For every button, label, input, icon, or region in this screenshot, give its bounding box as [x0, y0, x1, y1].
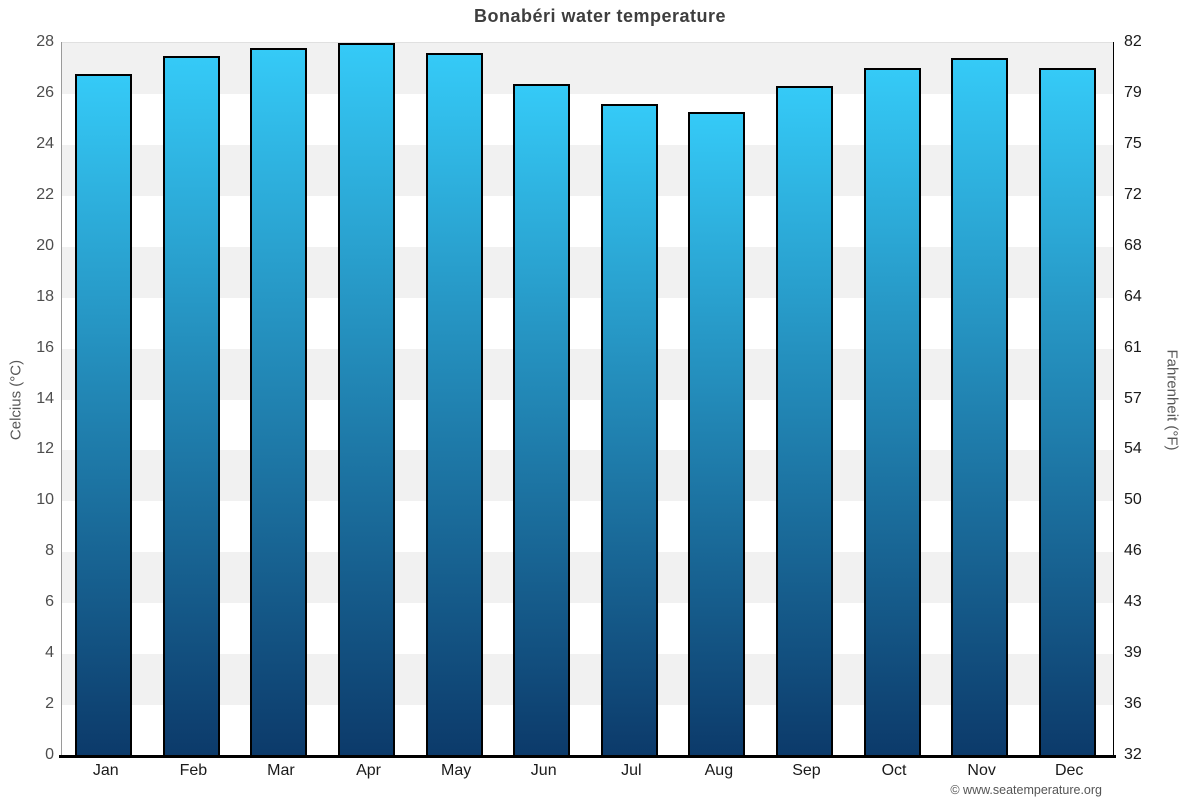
bar-feb — [162, 56, 220, 756]
month-label-aug: Aug — [704, 762, 734, 779]
month-label-sep: Sep — [792, 762, 821, 779]
fahrenheit-tick-label: 72 — [1124, 185, 1142, 203]
fahrenheit-tick-label: 39 — [1124, 644, 1142, 662]
celsius-tick-label: 18 — [36, 287, 54, 305]
month-label-apr: Apr — [356, 762, 381, 779]
x-axis-line — [59, 755, 1116, 758]
celsius-tick-label: 6 — [45, 593, 54, 611]
grid-band — [62, 705, 1113, 756]
bar-dec — [1038, 68, 1096, 756]
chart-title: Bonabéri water temperature — [473, 6, 727, 26]
celsius-tick-label: 0 — [45, 746, 54, 763]
grid-band — [62, 654, 1113, 706]
fahrenheit-tick-label: 32 — [1124, 746, 1142, 763]
grid-band — [62, 144, 1113, 196]
bar-nov — [951, 58, 1009, 756]
grid-band — [62, 348, 1113, 400]
grid-band — [62, 43, 1113, 94]
grid-band — [62, 195, 1113, 247]
bar-oct — [863, 68, 921, 756]
right-axis-title: Fahrenheit (°F) — [1163, 349, 1181, 451]
celsius-tick-label: 2 — [45, 695, 54, 713]
grid-band — [62, 93, 1113, 145]
fahrenheit-tick-label: 75 — [1124, 134, 1142, 152]
celsius-tick-label: 28 — [36, 33, 54, 50]
fahrenheit-tick-label: 82 — [1124, 33, 1142, 50]
copyright-notice: © www.seatemperature.org — [950, 783, 1102, 797]
fahrenheit-tick-label: 46 — [1124, 542, 1142, 560]
celsius-tick-label: 16 — [36, 338, 54, 356]
celsius-tick-label: 4 — [45, 644, 54, 662]
fahrenheit-tick-label: 68 — [1124, 236, 1142, 254]
fahrenheit-tick-label: 57 — [1124, 389, 1142, 407]
month-label-jun: Jun — [530, 762, 557, 779]
grid-band — [62, 399, 1113, 451]
plot-area — [62, 42, 1113, 756]
fahrenheit-tick-label: 61 — [1124, 338, 1142, 356]
celsius-tick-label: 24 — [36, 134, 54, 152]
fahrenheit-tick-label: 79 — [1124, 83, 1142, 101]
bar-sep — [775, 86, 833, 756]
celsius-tick-label: 22 — [36, 185, 54, 203]
celsius-tick-label: 26 — [36, 83, 54, 101]
fahrenheit-tick-label: 50 — [1124, 491, 1142, 509]
grid-band — [62, 246, 1113, 298]
fahrenheit-tick-label: 43 — [1124, 593, 1142, 611]
copyright-link[interactable]: © www.seatemperature.org — [950, 783, 1102, 797]
celsius-tick-label: 20 — [36, 236, 54, 254]
grid-band — [62, 297, 1113, 349]
bar-jun — [513, 84, 571, 756]
bar-jan — [75, 74, 133, 756]
right-axis-line — [1113, 42, 1114, 756]
bar-aug — [688, 112, 746, 756]
grid-band — [62, 501, 1113, 553]
bar-jul — [600, 104, 658, 756]
fahrenheit-tick-label: 36 — [1124, 695, 1142, 713]
celsius-tick-label: 12 — [36, 440, 54, 458]
celsius-tick-label: 8 — [45, 542, 54, 560]
grid-band — [62, 552, 1113, 604]
month-label-oct: Oct — [881, 762, 907, 779]
month-label-feb: Feb — [179, 762, 208, 779]
month-label-nov: Nov — [967, 762, 996, 779]
left-axis-line — [61, 42, 62, 755]
celsius-tick-label: 10 — [36, 491, 54, 509]
month-label-dec: Dec — [1054, 762, 1084, 779]
fahrenheit-tick-label: 64 — [1124, 287, 1142, 305]
bar-may — [425, 53, 483, 756]
month-label-jan: Jan — [92, 762, 119, 779]
month-label-jul: Jul — [621, 762, 642, 779]
celsius-tick-label: 14 — [36, 389, 54, 407]
grid-band — [62, 450, 1113, 502]
fahrenheit-tick-label: 54 — [1124, 440, 1142, 458]
month-label-may: May — [441, 762, 472, 779]
bar-apr — [338, 43, 396, 756]
month-label-mar: Mar — [267, 762, 295, 779]
grid-band — [62, 603, 1113, 655]
bar-mar — [250, 48, 308, 756]
